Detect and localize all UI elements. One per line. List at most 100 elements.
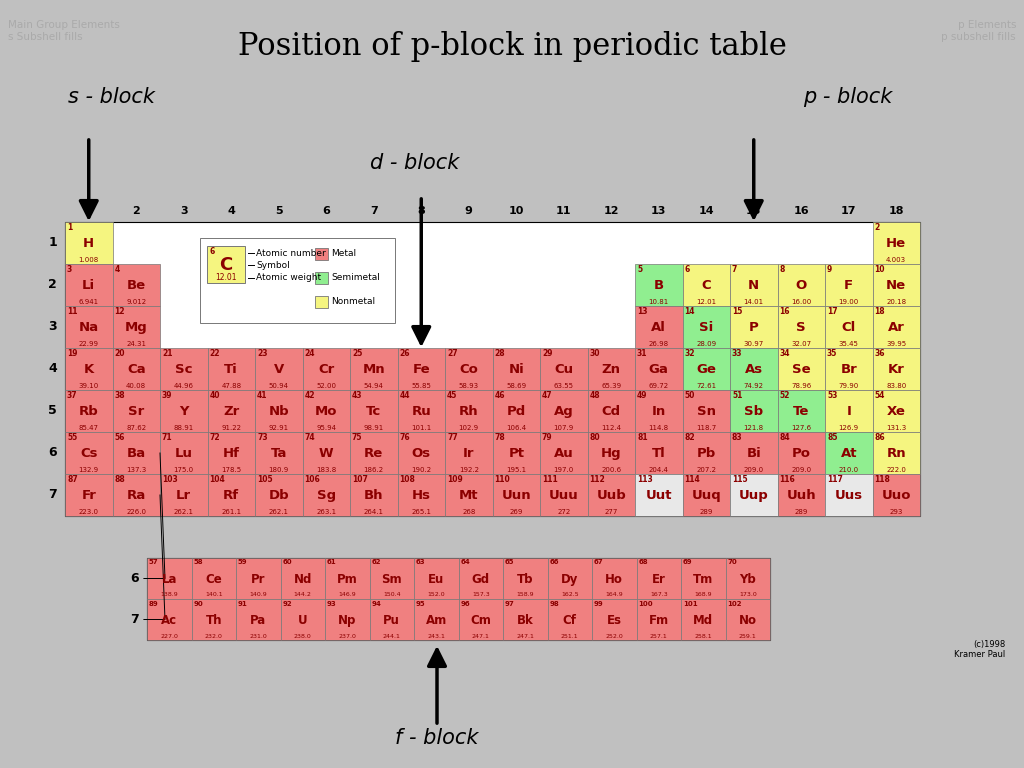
Text: 78.96: 78.96 xyxy=(792,382,811,389)
Text: Hs: Hs xyxy=(412,489,431,502)
Bar xyxy=(592,599,637,640)
Text: Sc: Sc xyxy=(175,363,193,376)
Bar xyxy=(872,474,920,516)
Text: Uut: Uut xyxy=(645,489,672,502)
Text: d - block: d - block xyxy=(371,153,460,173)
Text: 7: 7 xyxy=(370,206,378,216)
Text: Zr: Zr xyxy=(223,406,240,419)
Text: 32.07: 32.07 xyxy=(792,340,811,346)
Bar xyxy=(637,599,681,640)
Text: 24.31: 24.31 xyxy=(126,340,146,346)
Text: 83: 83 xyxy=(732,433,742,442)
Text: 91: 91 xyxy=(238,601,248,607)
Bar xyxy=(236,558,281,599)
Text: 1.008: 1.008 xyxy=(79,257,99,263)
Text: 72.61: 72.61 xyxy=(696,382,717,389)
Text: Am: Am xyxy=(426,614,446,627)
Text: Sm: Sm xyxy=(381,573,402,586)
Text: 86: 86 xyxy=(874,433,885,442)
Text: Main Group Elements: Main Group Elements xyxy=(8,20,120,30)
Bar xyxy=(445,432,493,474)
Text: 15: 15 xyxy=(746,206,762,216)
Text: 12.01: 12.01 xyxy=(215,273,237,282)
Text: Te: Te xyxy=(793,406,809,419)
Text: Cl: Cl xyxy=(842,321,856,334)
Bar xyxy=(65,348,113,390)
Text: Pd: Pd xyxy=(507,406,526,419)
Text: 50: 50 xyxy=(684,392,695,400)
Text: 12: 12 xyxy=(115,307,125,316)
Text: 12.01: 12.01 xyxy=(696,299,717,304)
Bar xyxy=(65,222,113,264)
Text: 268: 268 xyxy=(462,508,475,515)
Text: 80: 80 xyxy=(590,433,600,442)
Bar xyxy=(635,306,683,348)
Text: Mg: Mg xyxy=(125,321,147,334)
Bar xyxy=(65,474,113,516)
Text: 106: 106 xyxy=(304,475,321,485)
Text: Ho: Ho xyxy=(605,573,624,586)
Text: 87: 87 xyxy=(67,475,78,485)
Bar xyxy=(872,222,920,264)
Bar xyxy=(872,306,920,348)
Text: 30: 30 xyxy=(590,349,600,359)
Text: Semimetal: Semimetal xyxy=(331,273,380,283)
Text: 27: 27 xyxy=(447,349,458,359)
Text: Fr: Fr xyxy=(81,489,96,502)
Text: 66: 66 xyxy=(550,560,559,565)
Text: Al: Al xyxy=(651,321,667,334)
Text: 132.9: 132.9 xyxy=(79,466,98,472)
Text: 138.9: 138.9 xyxy=(161,592,178,598)
Bar xyxy=(540,348,588,390)
Text: 96: 96 xyxy=(461,601,470,607)
Bar xyxy=(683,306,730,348)
Text: 2: 2 xyxy=(132,206,140,216)
Text: Pr: Pr xyxy=(251,573,265,586)
Text: Tl: Tl xyxy=(652,447,666,460)
Bar xyxy=(350,432,397,474)
Bar xyxy=(302,432,350,474)
Bar xyxy=(160,348,208,390)
Bar xyxy=(208,474,255,516)
Text: Cu: Cu xyxy=(554,363,573,376)
Text: 8: 8 xyxy=(418,206,425,216)
Text: Xe: Xe xyxy=(887,406,905,419)
Bar xyxy=(683,390,730,432)
Text: Atomic number: Atomic number xyxy=(256,249,326,257)
Text: 1: 1 xyxy=(48,237,57,250)
Text: 247.1: 247.1 xyxy=(516,634,535,638)
Text: 257.1: 257.1 xyxy=(650,634,668,638)
Text: 14.01: 14.01 xyxy=(743,299,764,304)
Text: 78: 78 xyxy=(495,433,505,442)
Text: 44.96: 44.96 xyxy=(174,382,194,389)
Bar xyxy=(493,390,540,432)
Bar xyxy=(65,432,113,474)
Text: Cf: Cf xyxy=(563,614,577,627)
Text: 114: 114 xyxy=(684,475,700,485)
Text: 259.1: 259.1 xyxy=(739,634,757,638)
Text: 40.08: 40.08 xyxy=(126,382,146,389)
Bar xyxy=(637,558,681,599)
Text: 178.5: 178.5 xyxy=(221,466,242,472)
Text: 60: 60 xyxy=(283,560,292,565)
Bar xyxy=(200,238,395,323)
Text: 209.0: 209.0 xyxy=(792,466,811,472)
Text: 117: 117 xyxy=(827,475,843,485)
Bar xyxy=(370,558,414,599)
Bar xyxy=(414,599,459,640)
Text: 75: 75 xyxy=(352,433,362,442)
Bar xyxy=(445,348,493,390)
Text: 67: 67 xyxy=(594,560,603,565)
Text: 289: 289 xyxy=(795,508,808,515)
Text: 6.941: 6.941 xyxy=(79,299,98,304)
Bar xyxy=(113,390,160,432)
Text: Uuh: Uuh xyxy=(786,489,816,502)
Text: 39.95: 39.95 xyxy=(886,340,906,346)
Text: 261.1: 261.1 xyxy=(221,508,242,515)
Text: Uup: Uup xyxy=(739,489,769,502)
Text: S: S xyxy=(797,321,806,334)
Text: 243.1: 243.1 xyxy=(427,634,445,638)
Text: H: H xyxy=(83,237,94,250)
Text: 131.3: 131.3 xyxy=(886,425,906,431)
Text: 25: 25 xyxy=(352,349,362,359)
